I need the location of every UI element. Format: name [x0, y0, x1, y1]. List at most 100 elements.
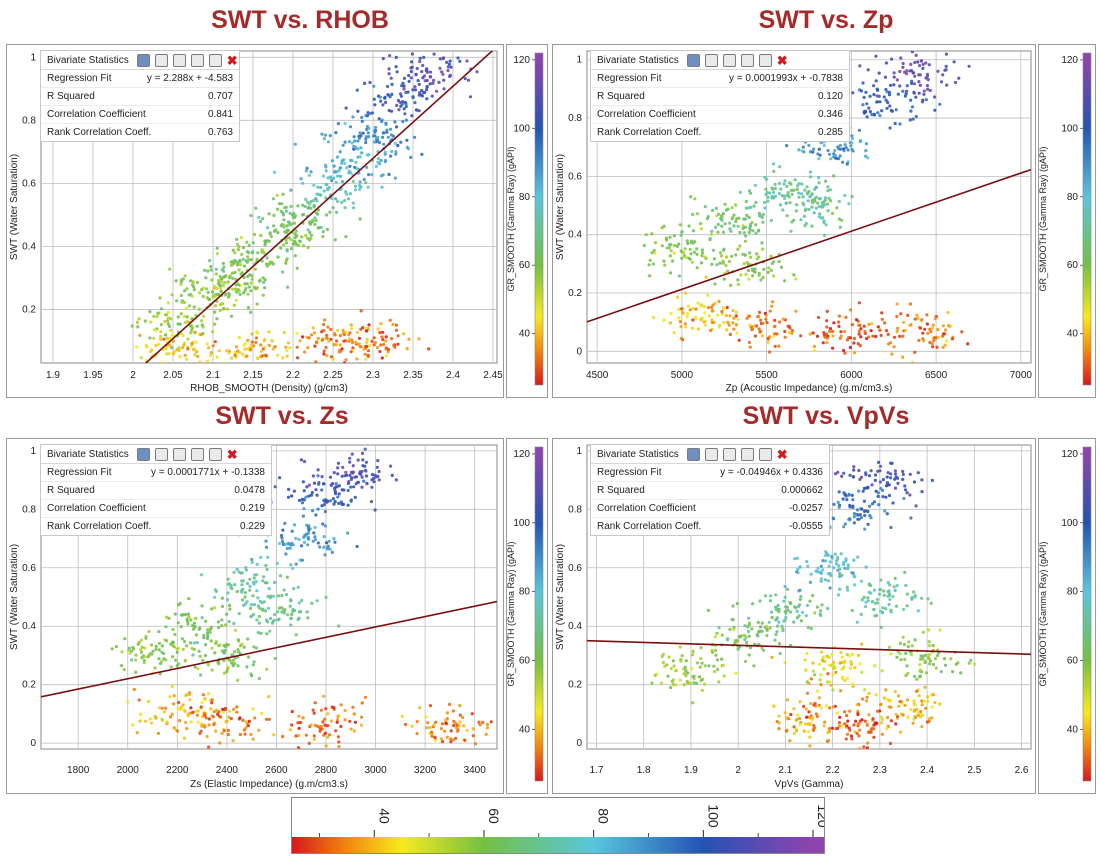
- scatter-options-icon[interactable]: [740, 447, 754, 461]
- x-tick-label: 1.9: [684, 765, 698, 776]
- scatter-point: [254, 340, 258, 344]
- scatter-point: [222, 644, 226, 648]
- scatter-point: [353, 188, 358, 192]
- scatter-point: [286, 495, 291, 499]
- scatter-point: [241, 352, 245, 356]
- scatter-icon[interactable]: [722, 53, 736, 67]
- scatter-point: [752, 204, 756, 208]
- scatter-point: [192, 641, 196, 645]
- scatter-point: [290, 494, 294, 498]
- scatter-point: [177, 346, 181, 350]
- scatter-point: [889, 525, 893, 530]
- scatter-point: [860, 507, 864, 511]
- scatter-point: [918, 663, 922, 667]
- scatter-point: [868, 110, 872, 114]
- scatter-point: [689, 252, 693, 256]
- chart-icon[interactable]: [686, 447, 700, 461]
- scatter-point: [783, 194, 787, 198]
- scatter-point: [798, 588, 802, 592]
- scatter-point: [337, 501, 341, 505]
- scatter-point: [926, 699, 930, 703]
- scatter-point: [322, 349, 326, 353]
- scatter-point: [298, 558, 302, 562]
- scatter-point: [445, 60, 449, 64]
- scatter-point: [860, 670, 864, 674]
- scatter-point: [299, 721, 303, 725]
- scatter-point: [204, 619, 208, 623]
- copy-icon[interactable]: [758, 447, 772, 461]
- scatter-point: [214, 272, 218, 276]
- scatter-point: [783, 711, 787, 715]
- scatter-icon[interactable]: [172, 447, 186, 461]
- scatter-point: [404, 722, 408, 727]
- histogram-icon[interactable]: [154, 447, 168, 461]
- close-icon[interactable]: ✖: [226, 446, 238, 462]
- scatter-point: [799, 334, 803, 338]
- scatter-point: [189, 370, 192, 373]
- scatter-point: [454, 726, 459, 730]
- scatter-point: [366, 131, 370, 135]
- scatter-point: [193, 347, 197, 351]
- scatter-point: [841, 675, 845, 679]
- scatter-point: [179, 312, 183, 316]
- scatter-point: [246, 347, 250, 351]
- scatter-point: [862, 745, 866, 749]
- scatter-point: [300, 235, 304, 239]
- scatter-icon[interactable]: [172, 53, 186, 67]
- scatter-point: [312, 531, 316, 535]
- scatter-point: [837, 314, 842, 318]
- scatter-point: [438, 57, 442, 61]
- scatter-point: [743, 253, 747, 257]
- scatter-point: [147, 629, 151, 634]
- scatter-point: [710, 320, 714, 325]
- scatter-options-icon[interactable]: [740, 53, 754, 67]
- scatter-point: [700, 251, 705, 255]
- scatter-options-icon[interactable]: [190, 447, 204, 461]
- histogram-icon[interactable]: [704, 447, 718, 461]
- scatter-point: [943, 328, 948, 332]
- scatter-point: [886, 715, 890, 720]
- scatter-point: [313, 701, 317, 705]
- scatter-point: [775, 624, 780, 628]
- close-icon[interactable]: ✖: [226, 52, 238, 68]
- scatter-point: [274, 228, 278, 232]
- scatter-point: [175, 650, 179, 654]
- chart-icon[interactable]: [686, 53, 700, 67]
- scatter-options-icon[interactable]: [190, 53, 204, 67]
- scatter-point: [700, 316, 704, 320]
- scatter-point: [337, 484, 341, 488]
- scatter-point: [255, 589, 259, 593]
- scatter-point: [876, 494, 880, 498]
- scatter-point: [379, 322, 383, 326]
- scatter-point: [669, 311, 673, 316]
- scatter-point: [314, 488, 318, 492]
- scatter-point: [272, 224, 276, 228]
- histogram-icon[interactable]: [704, 53, 718, 67]
- scatter-point: [867, 691, 871, 695]
- close-icon[interactable]: ✖: [776, 446, 788, 462]
- scatter-point: [696, 327, 700, 331]
- copy-icon[interactable]: [208, 53, 222, 67]
- scatter-point: [362, 479, 366, 483]
- scatter-icon[interactable]: [722, 447, 736, 461]
- x-tick-label: 4500: [586, 370, 609, 381]
- scatter-point: [747, 653, 751, 657]
- copy-icon[interactable]: [758, 53, 772, 67]
- scatter-point: [863, 688, 867, 692]
- scatter-point: [276, 594, 281, 598]
- histogram-icon[interactable]: [154, 53, 168, 67]
- scatter-point: [913, 350, 917, 354]
- scatter-point: [892, 345, 896, 349]
- scatter-point: [695, 247, 699, 251]
- scatter-points: [130, 52, 479, 373]
- scatter-point: [443, 729, 447, 733]
- close-icon[interactable]: ✖: [776, 52, 788, 68]
- chart-icon[interactable]: [136, 53, 150, 67]
- scatter-point: [330, 159, 335, 163]
- copy-icon[interactable]: [208, 447, 222, 461]
- chart-icon[interactable]: [136, 447, 150, 461]
- scatter-point: [350, 159, 354, 163]
- scatter-point: [303, 533, 307, 538]
- scatter-point: [337, 744, 341, 749]
- scatter-point: [382, 142, 386, 146]
